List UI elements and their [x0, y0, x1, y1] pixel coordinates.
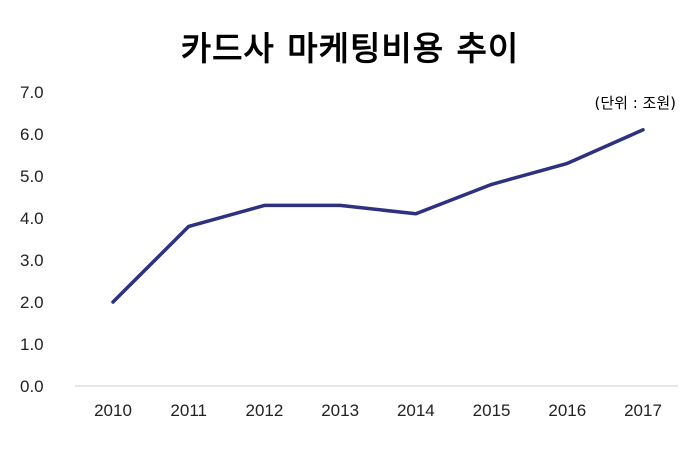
y-tick-label: 3.0	[20, 251, 44, 270]
y-tick-label: 1.0	[20, 335, 44, 354]
data-point	[490, 182, 494, 186]
x-axis-ticks: 2010 2011 2012 2013 2014 2015 2016 2017	[94, 401, 662, 420]
x-tick-label: 2013	[321, 401, 359, 420]
data-point	[641, 128, 645, 132]
unit-note: (단위 : 조원)	[594, 94, 677, 112]
y-tick-label: 0.0	[20, 377, 44, 396]
y-axis-ticks: 0.0 1.0 2.0 3.0 4.0 5.0 6.0 7.0	[20, 83, 44, 396]
data-point	[565, 161, 569, 165]
x-tick-label: 2016	[548, 401, 586, 420]
data-point	[338, 203, 342, 207]
x-tick-label: 2010	[94, 401, 132, 420]
data-point	[111, 300, 115, 304]
y-tick-label: 4.0	[20, 209, 44, 228]
series-line	[111, 128, 645, 304]
x-tick-label: 2015	[473, 401, 511, 420]
y-tick-label: 5.0	[20, 167, 44, 186]
series-group	[111, 128, 645, 304]
data-point	[187, 224, 191, 228]
y-tick-label: 7.0	[20, 83, 44, 102]
x-tick-label: 2012	[246, 401, 284, 420]
x-tick-label: 2017	[624, 401, 662, 420]
data-point	[414, 212, 418, 216]
x-tick-label: 2014	[397, 401, 435, 420]
y-tick-label: 2.0	[20, 293, 44, 312]
data-point	[262, 203, 266, 207]
x-tick-label: 2011	[170, 401, 207, 420]
y-tick-label: 6.0	[20, 125, 44, 144]
chart-title: 카드사 마케팅비용 추이	[180, 29, 520, 68]
